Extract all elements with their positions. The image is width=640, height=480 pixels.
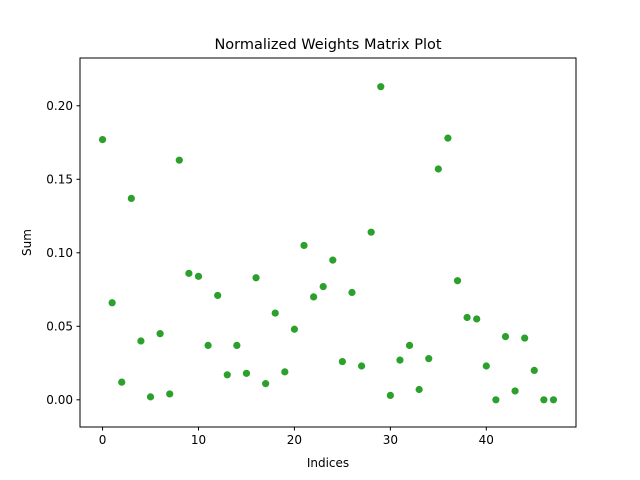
data-point <box>98 135 107 144</box>
data-point <box>175 156 183 164</box>
y-tick-label: 0.05 <box>46 319 73 333</box>
y-axis-label: Sum <box>20 229 34 256</box>
data-point <box>386 391 394 399</box>
data-point <box>214 291 222 300</box>
data-point <box>540 396 548 404</box>
data-point <box>492 396 500 404</box>
data-point <box>521 334 529 342</box>
data-point <box>127 194 135 202</box>
data-points <box>98 83 558 404</box>
chart-title: Normalized Weights Matrix Plot <box>214 37 441 53</box>
data-point <box>242 369 251 377</box>
data-point <box>444 134 452 142</box>
data-point <box>348 288 356 297</box>
data-point <box>453 277 462 285</box>
x-tick-label: 30 <box>383 433 398 447</box>
y-tick-label: 0.00 <box>46 393 73 407</box>
data-point <box>137 337 145 345</box>
data-point <box>223 371 231 379</box>
data-point <box>338 357 346 366</box>
y-tick-label: 0.20 <box>46 99 73 113</box>
data-point <box>473 315 481 323</box>
data-point <box>233 341 241 350</box>
data-point <box>511 387 519 395</box>
data-point <box>329 256 337 264</box>
data-point <box>252 274 260 282</box>
data-point <box>549 396 558 404</box>
data-point <box>156 330 164 338</box>
x-axis: 0 10 20 30 40 <box>99 427 494 447</box>
data-point <box>185 269 193 277</box>
plot-area <box>80 58 576 427</box>
data-point <box>415 385 423 394</box>
data-point <box>118 378 126 386</box>
data-point <box>530 366 538 375</box>
data-point <box>271 309 279 317</box>
data-point <box>357 362 366 370</box>
plot-frame <box>79 57 577 428</box>
data-point <box>396 356 404 364</box>
data-point <box>501 332 510 341</box>
x-axis-label: Indices <box>307 456 349 470</box>
data-point <box>405 341 414 350</box>
data-point <box>166 390 174 398</box>
x-tick-label: 0 <box>99 433 107 447</box>
data-point <box>281 368 289 376</box>
data-point <box>434 165 442 173</box>
data-point <box>300 241 308 250</box>
data-point <box>463 313 471 322</box>
x-tick-label: 20 <box>287 433 302 447</box>
x-tick-label: 10 <box>191 433 206 447</box>
y-tick-label: 0.10 <box>46 246 73 260</box>
data-point <box>108 299 116 307</box>
y-axis: 0.00 0.05 0.10 0.15 0.20 <box>46 99 80 407</box>
data-point <box>310 293 318 301</box>
data-point <box>262 380 270 388</box>
data-point <box>482 362 490 370</box>
data-point <box>367 228 375 236</box>
data-point <box>377 83 385 91</box>
data-point <box>194 272 203 280</box>
data-point <box>204 341 212 350</box>
x-tick-label: 40 <box>479 433 494 447</box>
data-point <box>425 355 433 363</box>
data-point <box>290 325 299 333</box>
data-point <box>319 283 327 291</box>
data-point <box>146 393 155 401</box>
y-tick-label: 0.15 <box>46 172 73 186</box>
